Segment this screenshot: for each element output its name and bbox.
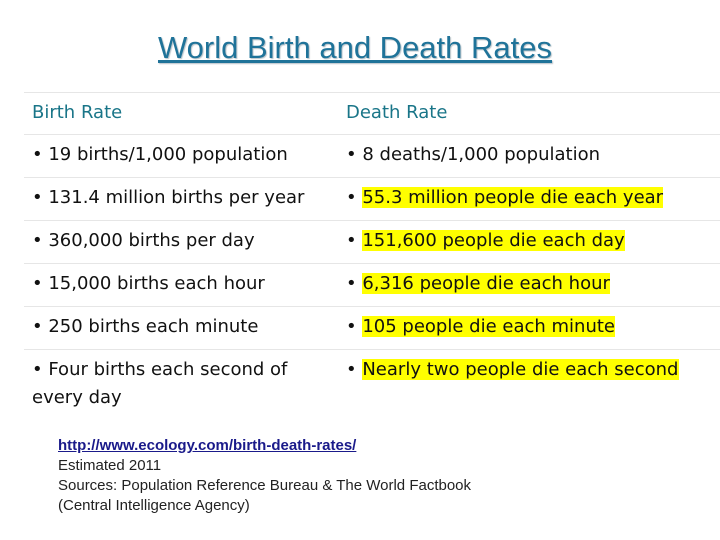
header-death-rate: Death Rate	[346, 102, 448, 123]
death-cell: • 6,316 people die each hour	[338, 264, 720, 306]
birth-cell: • 15,000 births each hour	[32, 273, 265, 294]
bullet: •	[346, 316, 363, 337]
death-text-highlighted: 55.3 million people die each year	[362, 187, 664, 208]
source-link[interactable]: http://www.ecology.com/birth-death-rates…	[58, 437, 357, 454]
birth-cell: • 131.4 million births per year	[32, 187, 305, 208]
table-row: • 250 births each minute • 105 people di…	[24, 307, 720, 350]
birth-cell: • Four births each second of every day	[32, 359, 288, 408]
page-title: World Birth and Death Rates	[157, 30, 552, 65]
rates-table: Birth Rate Death Rate • 19 births/1,000 …	[24, 92, 720, 418]
birth-cell: • 250 births each minute	[32, 316, 259, 337]
birth-cell: • 19 births/1,000 population	[32, 144, 288, 165]
death-cell: • 55.3 million people die each year	[338, 178, 720, 220]
table-row: • 360,000 births per day • 151,600 peopl…	[24, 221, 720, 264]
table-header-row: Birth Rate Death Rate	[24, 92, 720, 135]
bullet: •	[346, 273, 363, 294]
death-text-highlighted: Nearly two people die each second	[362, 359, 679, 380]
death-text-highlighted: 151,600 people die each day	[362, 230, 625, 251]
table-row: • Four births each second of every day •…	[24, 350, 720, 418]
source-references: Sources: Population Reference Bureau & T…	[58, 477, 472, 494]
bullet: •	[346, 230, 363, 251]
death-cell: • 105 people die each minute	[338, 307, 720, 349]
bullet: •	[346, 144, 363, 165]
header-birth-rate: Birth Rate	[32, 102, 123, 123]
table-row: • 15,000 births each hour • 6,316 people…	[24, 264, 720, 307]
table-row: • 131.4 million births per year • 55.3 m…	[24, 178, 720, 221]
death-text-highlighted: 105 people die each minute	[362, 316, 615, 337]
source-estimate: Estimated 2011	[58, 457, 162, 474]
source-agency: (Central Intelligence Agency)	[58, 497, 250, 514]
death-text: 8 deaths/1,000 population	[362, 144, 600, 165]
source-notes: http://www.ecology.com/birth-death-rates…	[58, 436, 471, 516]
death-cell: • 151,600 people die each day	[338, 221, 720, 263]
birth-cell: • 360,000 births per day	[32, 230, 255, 251]
death-cell: • 8 deaths/1,000 population	[338, 135, 720, 177]
table-row: • 19 births/1,000 population • 8 deaths/…	[24, 135, 720, 178]
bullet: •	[346, 187, 363, 208]
death-cell: • Nearly two people die each second	[338, 350, 720, 418]
bullet: •	[346, 359, 363, 380]
death-text-highlighted: 6,316 people die each hour	[362, 273, 610, 294]
